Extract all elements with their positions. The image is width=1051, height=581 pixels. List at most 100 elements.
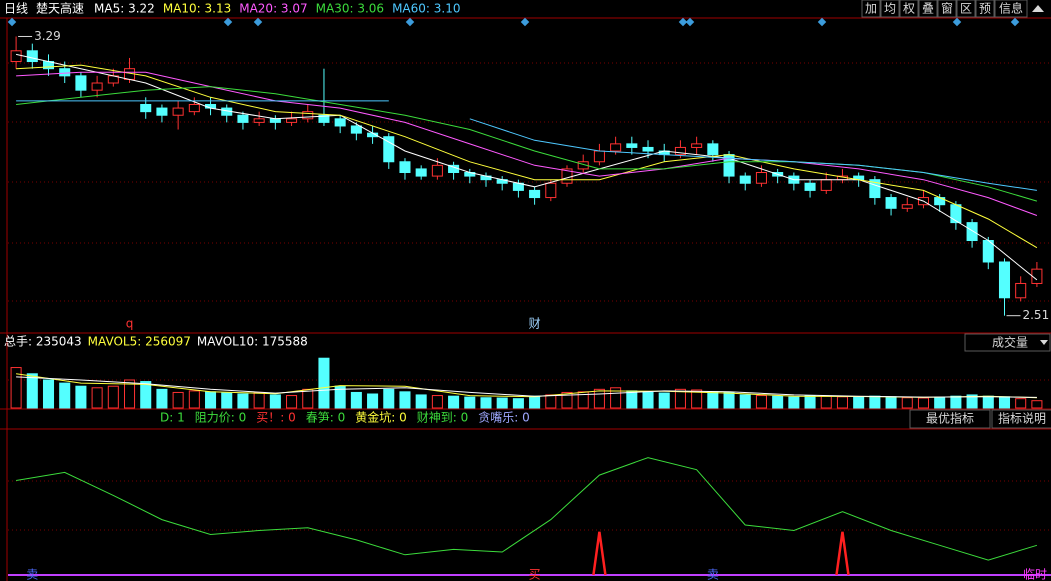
volume-bar [302, 388, 314, 409]
volume-bar [577, 391, 589, 409]
indicator-line [16, 457, 1038, 561]
toolbar-button[interactable] [918, 0, 938, 18]
indicator-select[interactable] [964, 333, 1051, 352]
toolbar-button[interactable] [975, 0, 995, 18]
indicator-button-label[interactable]: 最优指标 [926, 411, 974, 426]
candle-body [253, 118, 265, 123]
volume-bar [512, 398, 524, 409]
volume-bar [286, 395, 298, 409]
indicator-button[interactable] [991, 409, 1051, 429]
volume-bar [950, 395, 962, 409]
indicator-select-label[interactable]: 成交量 [992, 335, 1028, 350]
volume-bar [156, 388, 168, 409]
volume-bar [464, 396, 476, 409]
candle-body [901, 204, 913, 209]
candle-body [91, 82, 103, 91]
toolbar-button[interactable] [956, 0, 976, 18]
volume-bar [788, 396, 800, 409]
event-diamond [405, 17, 415, 27]
candle-body [431, 164, 443, 177]
candle-body [334, 118, 346, 127]
legend-item: MA20: 3.07 [239, 2, 307, 16]
candle-body [75, 75, 87, 91]
candle-body [399, 161, 411, 174]
ma-line [16, 100, 1037, 191]
volume-bar [674, 388, 686, 409]
volume-bar [188, 390, 200, 409]
volume-bar [10, 367, 22, 409]
toolbar-button-label[interactable]: 信息 [999, 1, 1023, 16]
signal-spike [592, 531, 607, 576]
volume-bar [723, 391, 735, 409]
indicator-label: D: 1 [160, 411, 185, 425]
indicator-button[interactable] [909, 409, 991, 429]
candle-body [674, 146, 686, 156]
candle-body [172, 107, 184, 116]
dropdown-arrow[interactable] [1040, 340, 1048, 345]
toolbar-button-label[interactable]: 均 [884, 2, 896, 16]
high-label: 3.29 [34, 29, 61, 43]
volume-bar [1031, 400, 1043, 409]
toolbar-button[interactable] [899, 0, 919, 18]
ma-line [16, 64, 1038, 249]
volume-bar [172, 391, 184, 409]
scroll-arrow[interactable] [1032, 5, 1044, 12]
candle-body [820, 179, 832, 191]
toolbar-button[interactable] [861, 0, 881, 18]
volume-bar [480, 397, 492, 409]
toolbar-button-label[interactable]: 加 [865, 2, 877, 16]
indicator-button-label[interactable]: 指标说明 [998, 411, 1046, 426]
toolbar-button-label[interactable]: 权 [903, 2, 915, 16]
indicator-label: 阻力价: 0 [195, 411, 247, 425]
toolbar-button-label[interactable]: 区 [960, 2, 972, 16]
candle-body [885, 197, 897, 209]
event-marker: q [126, 317, 134, 331]
toolbar-button-label[interactable]: 预 [979, 2, 991, 16]
candle-body [739, 175, 751, 184]
volume-bar [269, 394, 281, 409]
candle-body [869, 179, 881, 199]
toolbar-button[interactable] [994, 0, 1028, 18]
volume-bar [836, 396, 848, 409]
toolbar-button[interactable] [880, 0, 900, 18]
low-label: 2.51 [1022, 308, 1049, 322]
candle-body [950, 204, 962, 224]
toolbar-button[interactable] [937, 0, 957, 18]
candle-body [140, 103, 152, 113]
candle-body [545, 182, 557, 199]
signal-marker: 临时 [1023, 568, 1047, 581]
candle-body [318, 114, 330, 123]
volume-bar [917, 397, 929, 409]
legend-item: MA10: 3.13 [163, 2, 231, 16]
volume-ma-line [16, 376, 1037, 398]
volume-bar [42, 379, 55, 409]
volume-bar [334, 385, 346, 409]
volume-bar [658, 392, 670, 409]
ma-line [16, 71, 1038, 216]
stock-name: 楚天高速 [36, 1, 84, 16]
volume-bar [237, 393, 249, 409]
ma-line [15, 53, 1038, 281]
volume-bar [691, 389, 703, 409]
volume-bar [804, 395, 816, 409]
volume-bar [966, 394, 978, 409]
candle-body [302, 111, 314, 120]
candle-body [10, 50, 22, 63]
signal-spike [835, 531, 850, 576]
volume-bar [496, 397, 508, 409]
indicator-label: 黄金坑: 0 [355, 410, 407, 425]
toolbar-button-label[interactable]: 叠 [922, 2, 934, 16]
indicator-label: 买！: 0 [256, 411, 296, 425]
volume-bar [998, 396, 1011, 409]
toolbar-button-label[interactable]: 窗 [941, 2, 953, 16]
candle-body [26, 50, 38, 63]
volume-bar [529, 395, 541, 409]
legend-item: MA5: 3.22 [94, 2, 155, 16]
volume-bar [26, 373, 38, 409]
volume-bar [545, 394, 557, 409]
volume-bar [431, 395, 443, 409]
candle-body [529, 189, 541, 199]
volume-bar [642, 391, 654, 409]
candle-body [1031, 268, 1043, 284]
